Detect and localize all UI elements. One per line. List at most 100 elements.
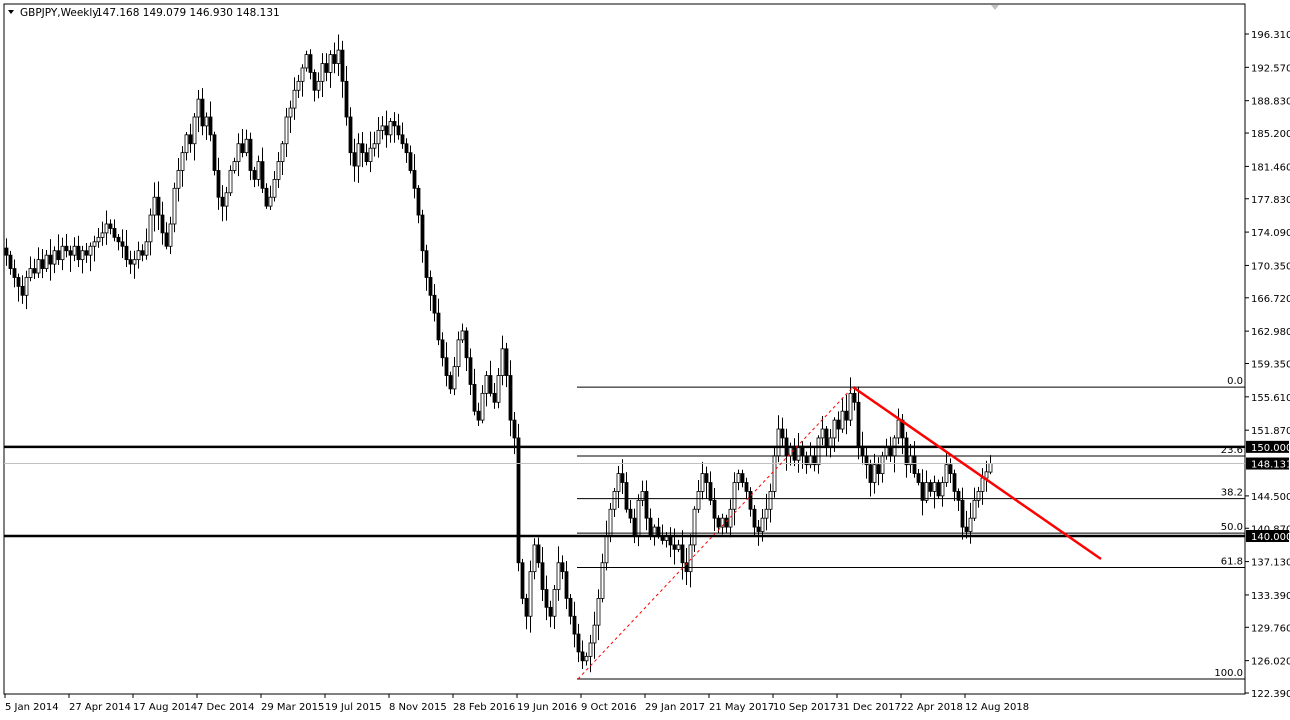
candle bbox=[852, 386, 857, 411]
candle bbox=[932, 475, 937, 509]
candle-body bbox=[364, 152, 369, 162]
candle bbox=[536, 537, 541, 568]
candle-body bbox=[504, 348, 509, 376]
candle bbox=[944, 453, 949, 487]
candle bbox=[28, 256, 33, 282]
candle-body bbox=[500, 348, 505, 376]
candle bbox=[164, 222, 169, 250]
candle-body bbox=[816, 437, 821, 466]
candle bbox=[156, 181, 161, 231]
candle bbox=[476, 402, 481, 426]
candle-body bbox=[720, 517, 725, 528]
x-tick-label: 9 Oct 2016 bbox=[581, 702, 636, 713]
candle-body bbox=[328, 54, 333, 73]
candle-body bbox=[416, 187, 421, 216]
candle bbox=[816, 435, 821, 474]
candle bbox=[412, 154, 417, 199]
candle bbox=[344, 66, 349, 126]
candle-body bbox=[196, 98, 201, 118]
candle-body bbox=[348, 116, 353, 154]
candle-body bbox=[760, 517, 765, 532]
candle bbox=[452, 357, 457, 396]
candle bbox=[372, 131, 377, 157]
candle-body bbox=[164, 232, 169, 247]
candle bbox=[160, 201, 165, 245]
candle bbox=[364, 143, 369, 166]
candle bbox=[92, 235, 97, 262]
chart-shift-marker-icon[interactable] bbox=[991, 5, 999, 10]
candle-body bbox=[528, 571, 533, 617]
y-tick-label: 155.610 bbox=[1251, 393, 1290, 404]
y-tick-label: 137.130 bbox=[1251, 558, 1290, 569]
candle bbox=[76, 235, 81, 268]
candle-body bbox=[436, 312, 441, 341]
candle bbox=[80, 245, 85, 274]
candle bbox=[468, 348, 473, 396]
candle bbox=[564, 561, 569, 610]
y-tick-label: 181.460 bbox=[1251, 162, 1290, 173]
candle bbox=[420, 209, 425, 263]
candle-body bbox=[92, 241, 97, 247]
candle-body bbox=[920, 482, 925, 501]
candle bbox=[952, 469, 957, 502]
candle bbox=[356, 133, 361, 183]
candle-body bbox=[584, 655, 589, 662]
candle bbox=[976, 486, 981, 508]
candle-body bbox=[888, 446, 893, 457]
candle-body bbox=[612, 491, 617, 510]
candle-body bbox=[428, 277, 433, 296]
candle bbox=[264, 183, 269, 209]
candle bbox=[504, 342, 509, 388]
candle bbox=[240, 129, 245, 158]
candle-body bbox=[12, 268, 17, 278]
candle-body bbox=[228, 170, 233, 194]
candle-body bbox=[124, 245, 129, 261]
candle bbox=[172, 182, 177, 233]
candle bbox=[324, 53, 329, 82]
candle bbox=[72, 237, 77, 262]
x-tick-label: 22 Apr 2018 bbox=[901, 702, 963, 713]
x-tick-label: 10 Sep 2017 bbox=[773, 702, 836, 713]
candle-body bbox=[460, 330, 465, 341]
candle-body bbox=[476, 410, 481, 421]
triangle-down-icon[interactable] bbox=[8, 10, 14, 14]
candle-body bbox=[872, 464, 877, 483]
downtrend-line bbox=[852, 386, 1102, 561]
candle bbox=[188, 123, 193, 153]
y-tick-label: 122.390 bbox=[1251, 689, 1290, 700]
candle-body bbox=[284, 116, 289, 145]
candle bbox=[16, 273, 21, 302]
candle-body bbox=[404, 143, 409, 154]
plot-area bbox=[3, 3, 1246, 695]
y-tick-label: 185.200 bbox=[1251, 129, 1290, 140]
candle bbox=[724, 514, 729, 534]
candle bbox=[328, 50, 333, 88]
candle bbox=[68, 245, 73, 272]
candle bbox=[268, 185, 273, 211]
candle-body bbox=[560, 562, 565, 573]
x-tick-label: 29 Mar 2015 bbox=[261, 702, 324, 713]
candle-body bbox=[408, 152, 413, 171]
candle-body bbox=[248, 138, 253, 171]
candle bbox=[140, 244, 145, 262]
candle bbox=[928, 479, 933, 497]
candle-body bbox=[100, 232, 105, 238]
candle-body bbox=[616, 473, 621, 492]
candle-body bbox=[836, 419, 841, 430]
candle bbox=[224, 186, 229, 221]
candle bbox=[272, 170, 277, 202]
x-tick-label: 21 May 2017 bbox=[709, 702, 774, 713]
candle bbox=[868, 459, 873, 497]
candle-body bbox=[60, 245, 65, 261]
candle-body bbox=[24, 277, 29, 296]
candle bbox=[844, 394, 849, 435]
candle bbox=[924, 470, 929, 504]
candle bbox=[348, 107, 353, 166]
candle bbox=[288, 100, 293, 133]
candle-body bbox=[176, 170, 181, 189]
candle bbox=[36, 247, 41, 278]
candle-body bbox=[344, 80, 349, 118]
candle bbox=[748, 487, 753, 517]
candle bbox=[956, 488, 961, 512]
